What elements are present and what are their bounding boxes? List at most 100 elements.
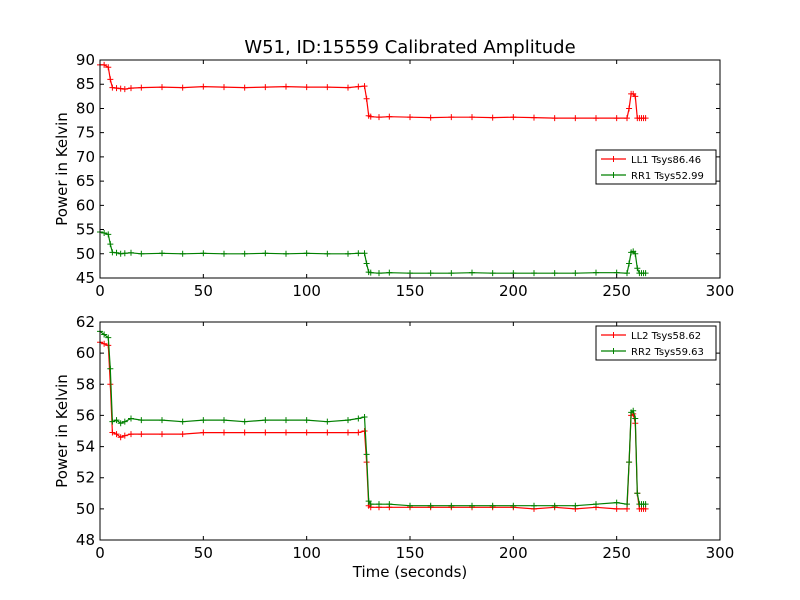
legend-label: RR1 Tsys52.99 <box>631 171 704 182</box>
data-point <box>510 114 517 121</box>
data-point <box>572 502 579 509</box>
data-point <box>386 501 393 508</box>
data-point <box>105 231 112 238</box>
data-point <box>283 417 289 424</box>
data-point <box>624 270 630 277</box>
x-tick-label: 100 <box>292 282 321 300</box>
data-point <box>489 114 496 121</box>
data-point <box>105 64 112 71</box>
data-point <box>367 501 374 508</box>
data-point <box>107 365 114 372</box>
data-point <box>109 418 116 425</box>
legend-box <box>595 149 717 185</box>
data-point <box>531 502 537 509</box>
data-point <box>427 270 434 277</box>
data-point <box>262 429 269 436</box>
x-tick-label: 100 <box>292 544 321 562</box>
data-point <box>221 250 227 257</box>
data-point <box>448 270 455 277</box>
data-point <box>283 83 289 90</box>
data-point <box>642 115 649 122</box>
data-point <box>361 413 368 420</box>
data-point <box>324 429 331 436</box>
data-point <box>367 113 374 120</box>
data-point <box>138 250 145 257</box>
data-point <box>626 260 633 267</box>
data-point <box>531 270 537 277</box>
data-point <box>262 417 269 424</box>
data-point <box>469 502 475 509</box>
legend-label: RR2 Tsys59.63 <box>631 347 704 358</box>
data-point <box>572 115 579 122</box>
data-point <box>200 417 207 424</box>
x-tick-label: 150 <box>396 544 425 562</box>
data-point <box>179 84 186 91</box>
data-point <box>376 270 382 277</box>
data-point <box>345 84 351 91</box>
top-panel: 0 50 100 150 200 250 300 45 50 55 60 65 70 75 80 85 90 Po… <box>53 51 734 300</box>
y-tick-label: 56 <box>76 406 95 424</box>
data-point <box>138 431 145 438</box>
data-point <box>324 84 331 91</box>
data-point <box>489 270 496 277</box>
data-point <box>105 334 112 341</box>
data-point <box>283 429 289 436</box>
data-point <box>365 498 372 505</box>
data-point <box>632 250 639 257</box>
data-point <box>159 250 165 257</box>
y-tick-label: 45 <box>76 269 95 287</box>
data-point <box>138 417 145 424</box>
series-green <box>97 228 649 277</box>
data-point <box>101 340 108 347</box>
x-tick-label: 250 <box>602 544 631 562</box>
y-tick-label: 62 <box>76 313 95 331</box>
data-point <box>121 250 128 257</box>
legend-marker <box>610 348 617 354</box>
data-point <box>113 417 120 424</box>
data-point <box>634 265 641 272</box>
data-point <box>355 415 362 422</box>
data-point <box>262 250 269 257</box>
data-point <box>632 93 639 100</box>
data-point <box>345 417 351 424</box>
legend-marker <box>610 332 617 338</box>
data-point <box>386 113 393 120</box>
y-axis-label: Power in Kelvin <box>53 374 71 488</box>
data-point <box>624 115 630 122</box>
x-tick-label: 200 <box>499 282 528 300</box>
data-point <box>128 249 134 256</box>
data-point <box>363 95 370 102</box>
data-point <box>117 420 124 427</box>
data-point <box>469 269 475 276</box>
data-point <box>624 501 630 508</box>
y-tick-label: 90 <box>76 51 95 69</box>
data-point <box>128 415 134 422</box>
data-point <box>551 115 558 122</box>
data-point <box>121 86 128 93</box>
data-point <box>510 502 517 509</box>
data-point <box>407 502 413 509</box>
chart-title: W51, ID:15559 Calibrated Amplitude <box>244 37 575 58</box>
y-tick-label: 52 <box>76 469 95 487</box>
data-point <box>531 114 537 121</box>
data-point <box>593 501 599 508</box>
data-point <box>593 115 599 122</box>
data-point <box>128 431 134 438</box>
data-point <box>179 250 186 257</box>
data-point <box>361 83 368 90</box>
data-point <box>107 241 114 248</box>
series-line <box>100 64 646 119</box>
data-point <box>179 418 186 425</box>
x-tick-label: 0 <box>95 544 105 562</box>
data-point <box>262 84 269 91</box>
data-point <box>355 250 362 257</box>
data-point <box>376 501 382 508</box>
data-point <box>386 269 393 276</box>
x-tick-label: 300 <box>706 544 735 562</box>
data-point <box>355 429 362 436</box>
data-point <box>551 270 558 277</box>
data-point <box>221 84 227 91</box>
y-tick-label: 54 <box>76 438 95 456</box>
data-point <box>572 270 579 277</box>
x-tick-label: 150 <box>396 282 425 300</box>
